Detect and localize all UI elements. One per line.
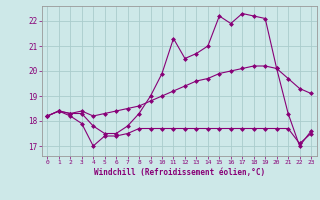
X-axis label: Windchill (Refroidissement éolien,°C): Windchill (Refroidissement éolien,°C) (94, 168, 265, 177)
